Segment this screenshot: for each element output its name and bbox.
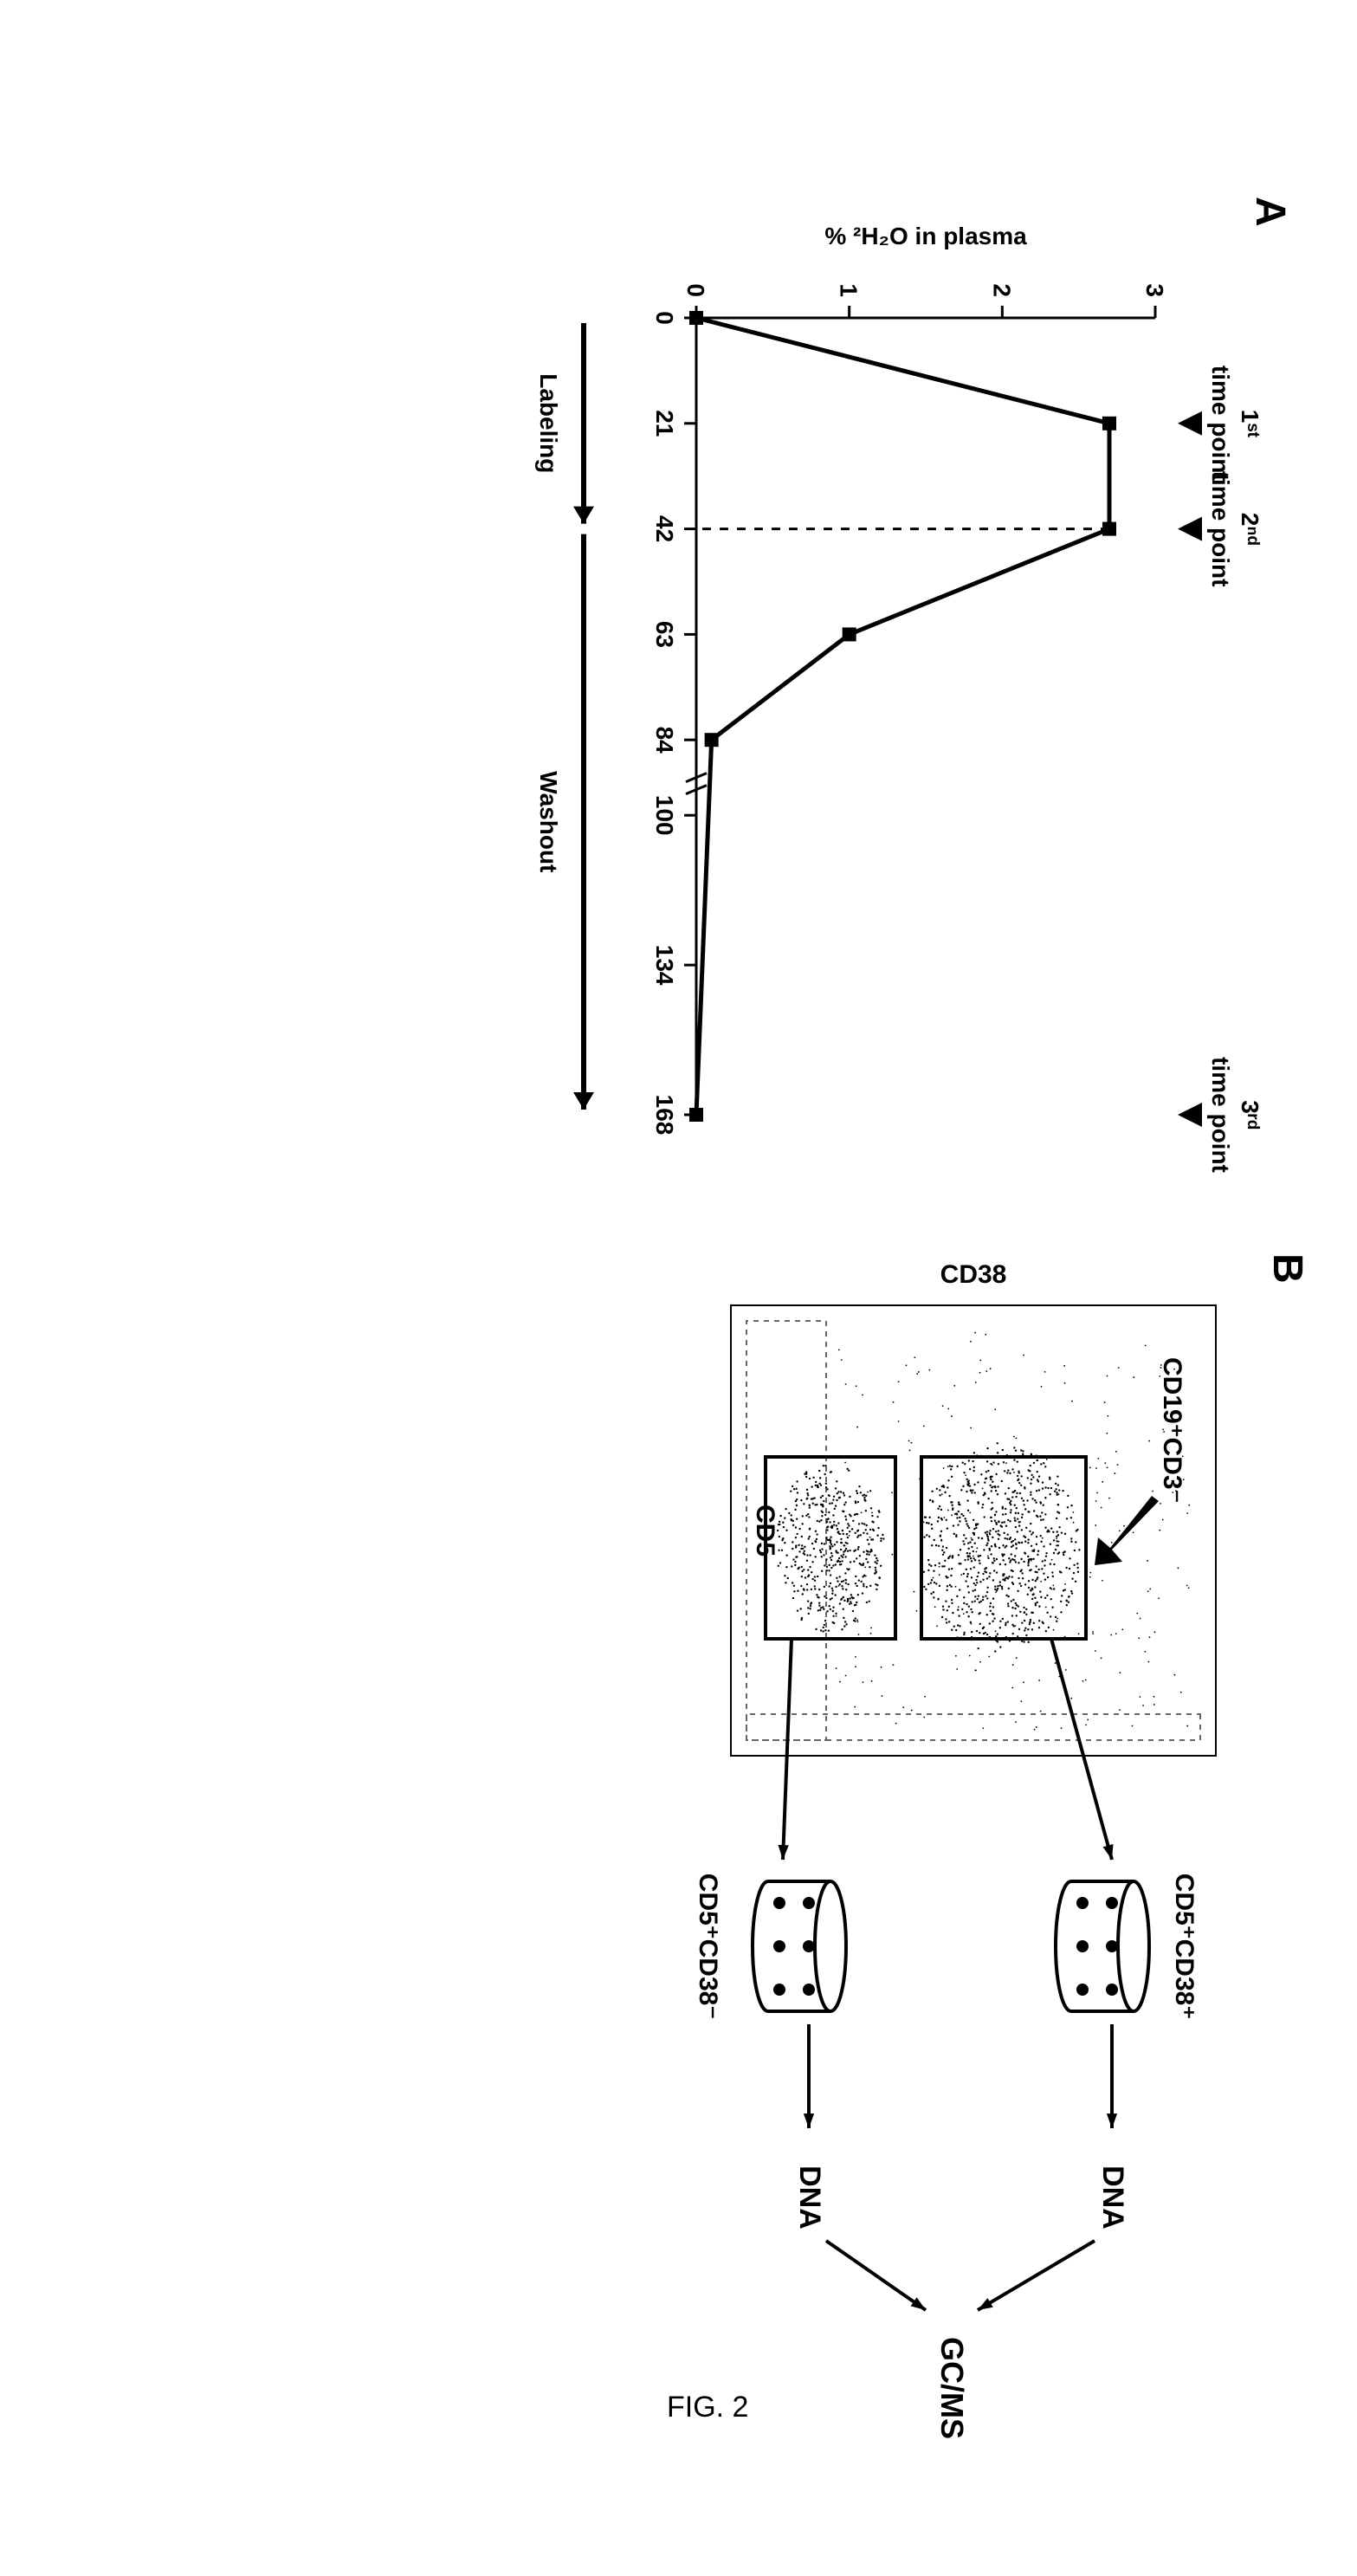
pregate-label: CD19⁺CD3⁻: [1158, 1357, 1186, 1503]
scatter-frame: [731, 1305, 1216, 1756]
panel-b: B CD38CD5CD19⁺CD3⁻CD5⁺CD38⁺CD5⁺CD38⁻DNAD…: [575, 1253, 1285, 2379]
figure-caption: FIG. 2: [667, 2391, 748, 2424]
series-line: [696, 318, 1109, 1115]
timepoint-label: 3ʳᵈ: [1237, 1100, 1263, 1129]
panel-a-chart: 0 21 42 63 84 100 134 168 0 1 2 3 % ²H₂O in plasma 1ˢ…: [506, 197, 1285, 1149]
phase-label: Washout: [535, 771, 562, 872]
x-tick-label: 84: [651, 727, 678, 754]
tube-label: CD5⁺CD38⁺: [1170, 1874, 1199, 2019]
timepoint-label: 1ˢᵗ: [1237, 410, 1263, 437]
series-point: [704, 733, 718, 747]
series-point: [1102, 417, 1116, 430]
triangle-icon: [1178, 1103, 1202, 1127]
triangle-icon: [1178, 411, 1202, 436]
x-tick-label: 0: [651, 311, 678, 325]
x-tick-label: 168: [651, 1095, 678, 1136]
gcms-label: GC/MS: [934, 2337, 970, 2439]
y-tick-label: 3: [1141, 283, 1168, 297]
x-tick-label: 100: [651, 795, 678, 836]
series-point: [689, 1108, 703, 1122]
y-tick-label: 1: [835, 283, 862, 297]
timepoint-label: time point: [1207, 471, 1234, 587]
phase-label: Labeling: [535, 373, 562, 473]
panel-a-label: A: [1246, 197, 1294, 227]
triangle-icon: [1178, 517, 1202, 541]
timepoint-label: time point: [1207, 366, 1234, 482]
y-tick-label: 2: [988, 283, 1015, 297]
y-tick-label: 0: [682, 283, 709, 297]
x-tick-label: 42: [651, 515, 678, 542]
panel-b-diagram: CD38CD5CD19⁺CD3⁻CD5⁺CD38⁺CD5⁺CD38⁻DNADNA…: [575, 1253, 1285, 2379]
series-point: [1102, 522, 1116, 536]
scatter-y-label: CD38: [940, 1260, 1006, 1289]
panel-b-label: B: [1263, 1253, 1311, 1284]
dna-label: DNA: [793, 2165, 826, 2230]
series-point: [689, 311, 703, 325]
timepoint-label: time point: [1207, 1057, 1234, 1173]
arrow-icon: [1095, 1496, 1159, 1565]
x-tick-label: 21: [651, 410, 678, 437]
y-axis-label: % ²H₂O in plasma: [824, 223, 1027, 249]
tube-label: CD5⁺CD38⁻: [694, 1874, 722, 2019]
x-tick-label: 134: [651, 945, 678, 986]
x-tick-label: 63: [651, 621, 678, 648]
dna-label: DNA: [1096, 2165, 1129, 2230]
series-point: [842, 627, 856, 641]
timepoint-label: 2ⁿᵈ: [1237, 513, 1263, 546]
panel-a: A 0214263841001341680123% ²H₂O in plasma…: [506, 197, 1285, 1149]
